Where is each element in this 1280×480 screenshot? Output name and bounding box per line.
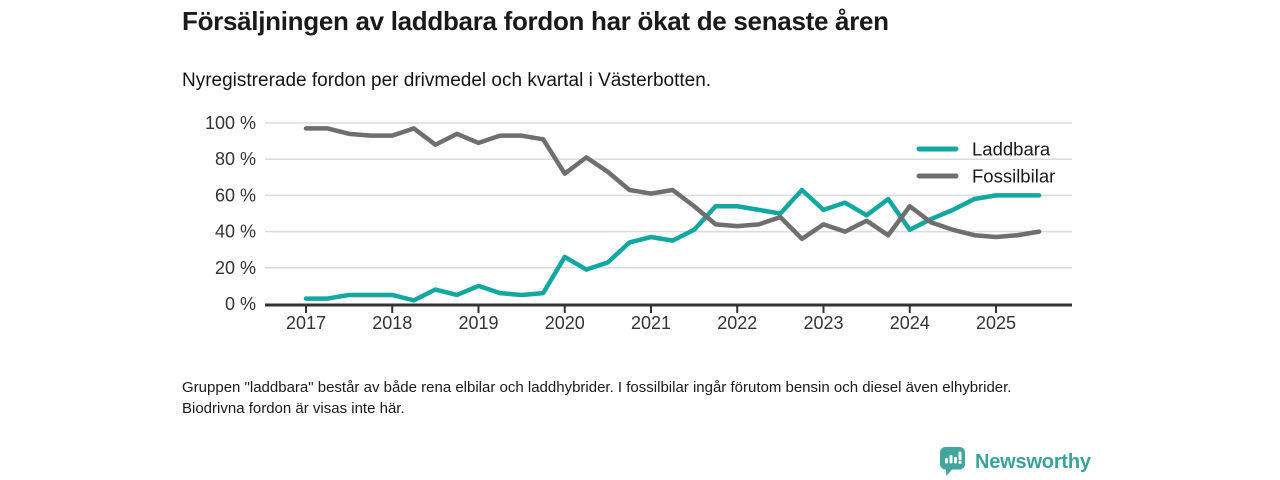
newsworthy-logo: Newsworthy xyxy=(938,446,1091,478)
legend-label-fossilbilar: Fossilbilar xyxy=(972,166,1055,187)
x-axis-tick-label: 2021 xyxy=(631,313,671,333)
y-axis-tick-label: 0 % xyxy=(225,294,256,314)
chart-footnote: Gruppen "laddbara" består av både rena e… xyxy=(182,379,1012,417)
y-axis-tick-label: 60 % xyxy=(215,185,256,205)
x-axis-tick-label: 2025 xyxy=(976,313,1016,333)
speech-bubble-tail xyxy=(945,467,954,476)
line-chart: 100 % 80 % 60 % 40 % 20 % 0 % 2017 2018 2019 2020… xyxy=(205,113,1072,333)
legend-label-laddbara: Laddbara xyxy=(972,139,1051,160)
series-line-fossilbilar xyxy=(303,126,1042,242)
x-axis-tick-label: 2024 xyxy=(890,313,930,333)
newsworthy-logo-text: Newsworthy xyxy=(975,450,1091,473)
chart-subtitle: Nyregistrerade fordon per drivmedel och … xyxy=(182,70,712,91)
x-axis-tick-label: 2022 xyxy=(717,313,757,333)
y-axis-tick-label: 80 % xyxy=(215,149,256,169)
x-axis-tick-label: 2023 xyxy=(803,313,843,333)
series-line-laddbara xyxy=(303,187,1042,303)
y-axis-tick-label: 100 % xyxy=(205,113,256,133)
bar-chart-speech-bubble-icon xyxy=(940,447,965,476)
x-axis-tick-label: 2019 xyxy=(458,313,498,333)
page-title: Försäljningen av laddbara fordon har öka… xyxy=(182,6,889,36)
x-axis-tick-label: 2018 xyxy=(372,313,412,333)
x-axis-tick-label: 2017 xyxy=(286,313,326,333)
y-axis-tick-label: 40 % xyxy=(215,222,256,242)
y-axis-tick-label: 20 % xyxy=(215,258,256,278)
x-axis-tick-label: 2020 xyxy=(545,313,585,333)
